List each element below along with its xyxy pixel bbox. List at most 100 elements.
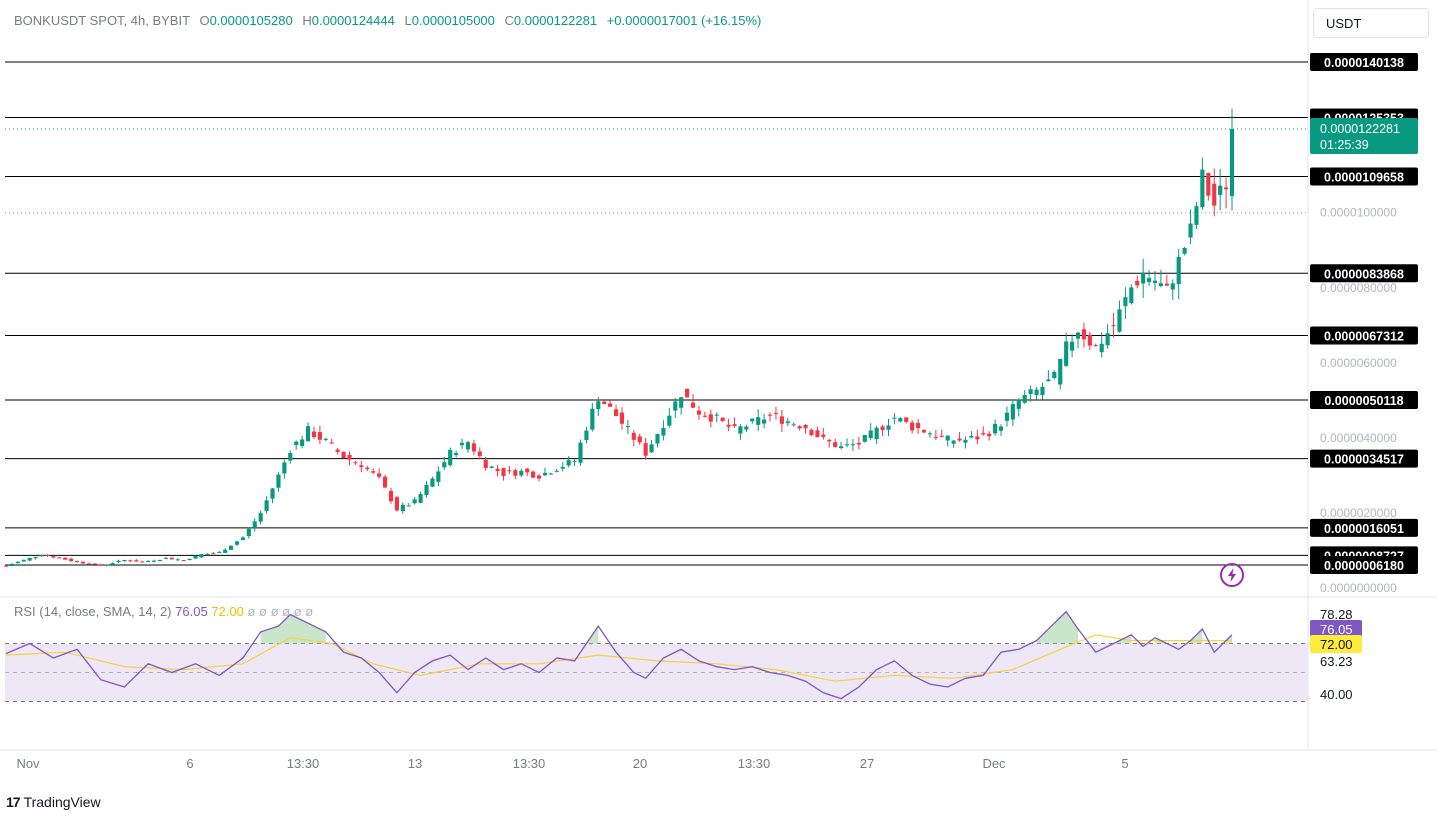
- candle-body[interactable]: [489, 466, 494, 468]
- candle-body[interactable]: [377, 473, 382, 477]
- candle-body[interactable]: [276, 474, 281, 488]
- candle-body[interactable]: [791, 424, 796, 426]
- candle-body[interactable]: [1170, 283, 1175, 290]
- candle-body[interactable]: [448, 449, 453, 466]
- candle-body[interactable]: [317, 432, 322, 440]
- candle-body[interactable]: [1129, 287, 1134, 304]
- candle-body[interactable]: [418, 494, 423, 503]
- candle-body[interactable]: [294, 441, 299, 446]
- candle-body[interactable]: [122, 559, 127, 562]
- candle-body[interactable]: [163, 557, 168, 559]
- level-price-tag[interactable]: [1310, 167, 1418, 186]
- candle-body[interactable]: [300, 439, 305, 447]
- candle-body[interactable]: [519, 470, 524, 476]
- candle-body[interactable]: [205, 553, 210, 556]
- candle-body[interactable]: [175, 559, 180, 561]
- candle-body[interactable]: [394, 497, 399, 511]
- candle-body[interactable]: [602, 401, 607, 405]
- candle-body[interactable]: [1117, 309, 1122, 332]
- candle-body[interactable]: [240, 537, 245, 541]
- candle-body[interactable]: [1046, 379, 1051, 382]
- candle-body[interactable]: [1182, 247, 1187, 254]
- candle-body[interactable]: [406, 505, 411, 507]
- candle-body[interactable]: [987, 433, 992, 437]
- candle-body[interactable]: [637, 436, 642, 443]
- candle-body[interactable]: [1111, 325, 1116, 327]
- candle-body[interactable]: [886, 425, 891, 430]
- candle-body[interactable]: [1004, 412, 1010, 421]
- candle-body[interactable]: [643, 443, 648, 456]
- candle-body[interactable]: [655, 434, 660, 444]
- candle-body[interactable]: [217, 552, 222, 554]
- candle-body[interactable]: [910, 422, 915, 431]
- candle-body[interactable]: [382, 476, 388, 488]
- candle-body[interactable]: [1087, 334, 1092, 346]
- candle-body[interactable]: [1105, 333, 1110, 346]
- candle-body[interactable]: [128, 560, 133, 562]
- candle-body[interactable]: [1022, 394, 1027, 403]
- candle-body[interactable]: [1176, 256, 1181, 285]
- candle-body[interactable]: [211, 553, 216, 555]
- candle-body[interactable]: [1152, 280, 1158, 284]
- candle-body[interactable]: [608, 403, 613, 407]
- candle-body[interactable]: [690, 402, 696, 408]
- candle-body[interactable]: [134, 560, 139, 562]
- candle-body[interactable]: [951, 440, 956, 444]
- candle-body[interactable]: [927, 433, 933, 435]
- candle-body[interactable]: [371, 471, 376, 473]
- candle-body[interactable]: [993, 423, 998, 434]
- candle-body[interactable]: [471, 443, 476, 452]
- candle-body[interactable]: [560, 466, 565, 469]
- last-price-tag[interactable]: [1310, 118, 1418, 155]
- candle-body[interactable]: [548, 473, 553, 475]
- candle-body[interactable]: [1034, 389, 1039, 396]
- candle-body[interactable]: [501, 467, 506, 476]
- candle-body[interactable]: [400, 504, 405, 512]
- candle-body[interactable]: [578, 442, 583, 463]
- candle-body[interactable]: [282, 462, 287, 474]
- candle-body[interactable]: [1052, 371, 1057, 379]
- candle-body[interactable]: [714, 414, 719, 416]
- candle-body[interactable]: [169, 557, 174, 560]
- candle-body[interactable]: [815, 430, 820, 438]
- candle-body[interactable]: [347, 454, 352, 460]
- rsi-sma-tag[interactable]: [1310, 635, 1362, 653]
- candle-body[interactable]: [1099, 343, 1104, 353]
- candle-body[interactable]: [15, 561, 20, 564]
- candle-body[interactable]: [1028, 389, 1033, 395]
- candle-body[interactable]: [649, 444, 654, 453]
- candle-body[interactable]: [513, 470, 518, 476]
- candle-body[interactable]: [1158, 283, 1164, 286]
- candle-body[interactable]: [1135, 280, 1140, 286]
- candle-body[interactable]: [270, 488, 275, 499]
- candle-body[interactable]: [785, 421, 790, 424]
- level-price-tag[interactable]: [1310, 326, 1418, 345]
- rsi-value-tag[interactable]: [1310, 620, 1362, 638]
- candle-body[interactable]: [341, 451, 346, 459]
- candle-body[interactable]: [779, 416, 784, 424]
- candle-body[interactable]: [679, 397, 684, 408]
- candle-body[interactable]: [459, 442, 465, 446]
- candle-body[interactable]: [584, 430, 589, 441]
- candle-body[interactable]: [1075, 332, 1081, 339]
- candle-body[interactable]: [590, 408, 595, 430]
- candle-body[interactable]: [898, 418, 903, 422]
- symbol-label[interactable]: BONKUSDT SPOT, 4h, BYBIT: [14, 13, 190, 28]
- candle-body[interactable]: [839, 446, 844, 449]
- candle-body[interactable]: [228, 545, 234, 550]
- candle-body[interactable]: [1010, 404, 1015, 420]
- candle-body[interactable]: [1081, 329, 1087, 340]
- candle-body[interactable]: [702, 415, 707, 417]
- candle-body[interactable]: [454, 453, 459, 456]
- candle-body[interactable]: [359, 465, 364, 468]
- candle-body[interactable]: [868, 430, 873, 439]
- candle-body[interactable]: [9, 563, 14, 567]
- candle-body[interactable]: [981, 433, 986, 435]
- candle-body[interactable]: [246, 528, 251, 537]
- candle-body[interactable]: [525, 468, 530, 473]
- candle-body[interactable]: [844, 444, 850, 446]
- candle-body[interactable]: [856, 442, 861, 445]
- tradingview-brand[interactable]: 17 TradingView: [6, 794, 101, 810]
- candle-body[interactable]: [1070, 341, 1075, 351]
